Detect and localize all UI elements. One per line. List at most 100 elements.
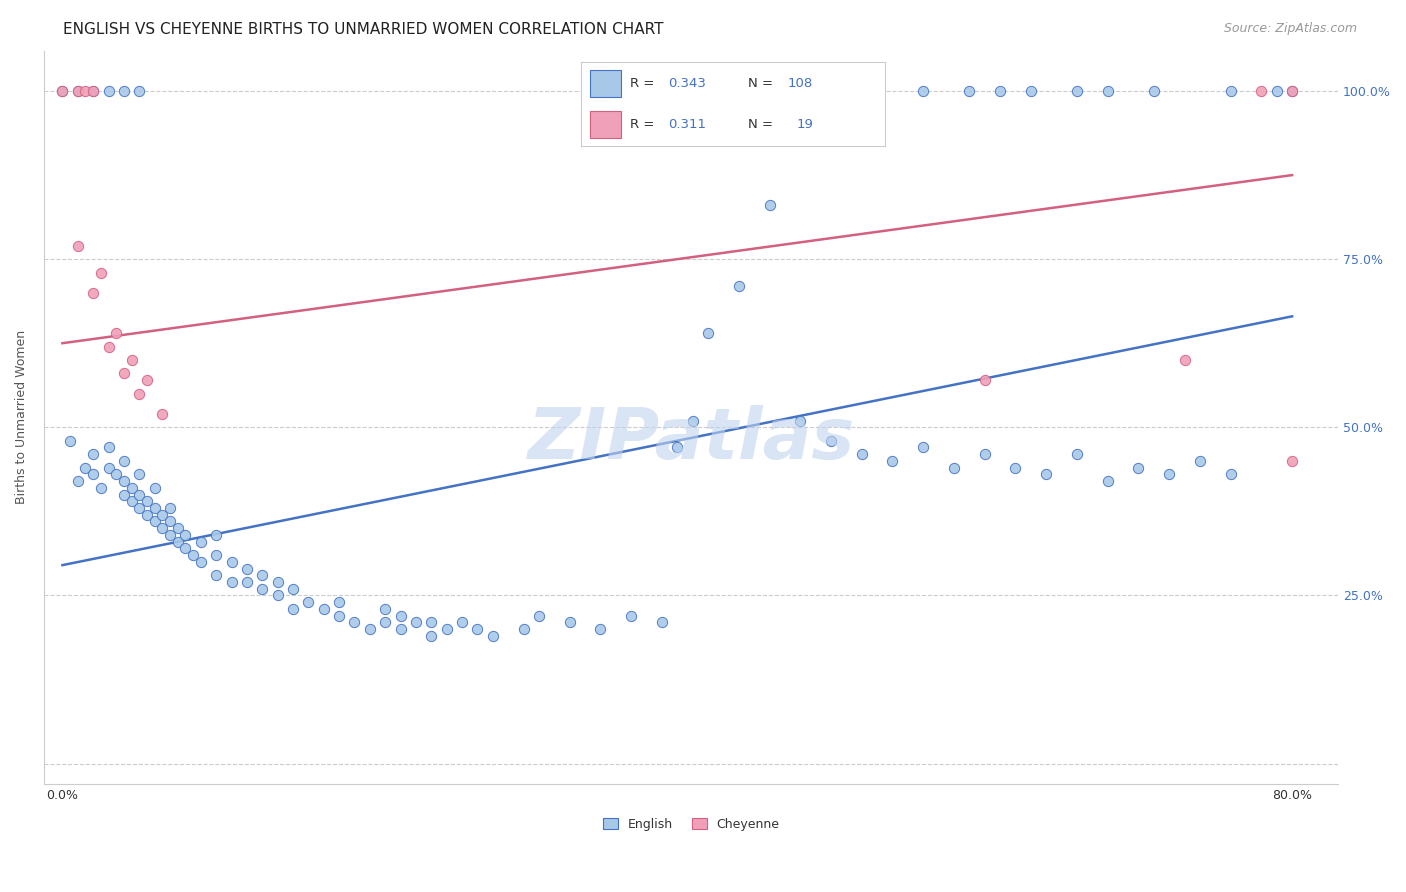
Point [697,84,720,98]
Point [90,481,112,495]
Point [1219,84,1241,98]
Point [82,84,104,98]
Point [51,84,73,98]
Point [1097,474,1119,488]
Point [66,84,89,98]
Point [389,622,412,636]
Point [159,500,181,515]
Point [128,487,150,501]
Point [343,615,366,630]
Point [112,487,135,501]
Point [851,447,873,461]
Point [190,534,212,549]
Point [221,574,243,589]
Point [66,84,89,98]
Point [1128,460,1150,475]
Point [136,508,159,522]
Point [389,608,412,623]
Point [190,555,212,569]
Point [82,467,104,482]
Point [297,595,319,609]
Point [66,238,89,252]
Point [988,84,1011,98]
Point [1188,454,1211,468]
Point [205,568,228,582]
Point [697,326,720,340]
Point [281,602,304,616]
Point [143,481,166,495]
Point [112,454,135,468]
Point [159,515,181,529]
Point [1250,84,1272,98]
Point [205,548,228,562]
Point [266,574,288,589]
Point [97,84,120,98]
Y-axis label: Births to Unmarried Women: Births to Unmarried Women [15,330,28,504]
Point [51,84,73,98]
Point [912,84,935,98]
Point [312,602,335,616]
Point [252,568,274,582]
Point [1173,353,1195,368]
Point [1281,84,1303,98]
Point [128,467,150,482]
Point [159,528,181,542]
Point [166,521,188,535]
Point [128,84,150,98]
Point [221,555,243,569]
Point [166,534,188,549]
Point [727,279,749,293]
Point [97,441,120,455]
Point [682,413,704,427]
Point [451,615,474,630]
Text: Source: ZipAtlas.com: Source: ZipAtlas.com [1223,22,1357,36]
Point [1281,454,1303,468]
Point [59,434,82,448]
Point [105,467,128,482]
Point [82,447,104,461]
Point [328,608,350,623]
Point [236,561,259,575]
Legend: English, Cheyenne: English, Cheyenne [598,814,785,836]
Point [482,629,505,643]
Point [66,474,89,488]
Point [150,407,173,421]
Point [912,441,935,455]
Point [467,622,489,636]
Point [1019,84,1042,98]
Point [405,615,427,630]
Point [1004,460,1026,475]
Point [374,602,396,616]
Point [205,528,228,542]
Point [882,454,904,468]
Point [973,373,995,387]
Point [97,460,120,475]
Point [281,582,304,596]
Point [758,198,780,212]
Point [112,474,135,488]
Point [121,494,143,508]
Point [374,615,396,630]
Point [181,548,204,562]
Point [1143,84,1166,98]
Point [174,528,197,542]
Point [112,84,135,98]
Point [1219,467,1241,482]
Point [82,84,104,98]
Point [1281,84,1303,98]
Point [558,615,581,630]
Point [75,84,97,98]
Text: ENGLISH VS CHEYENNE BIRTHS TO UNMARRIED WOMEN CORRELATION CHART: ENGLISH VS CHEYENNE BIRTHS TO UNMARRIED … [63,22,664,37]
Point [90,266,112,280]
Point [789,413,811,427]
Point [1265,84,1288,98]
Point [328,595,350,609]
Point [820,434,842,448]
Point [1066,447,1088,461]
Point [136,494,159,508]
Point [359,622,381,636]
Point [512,622,534,636]
Point [136,373,159,387]
Point [82,285,104,300]
Point [252,582,274,596]
